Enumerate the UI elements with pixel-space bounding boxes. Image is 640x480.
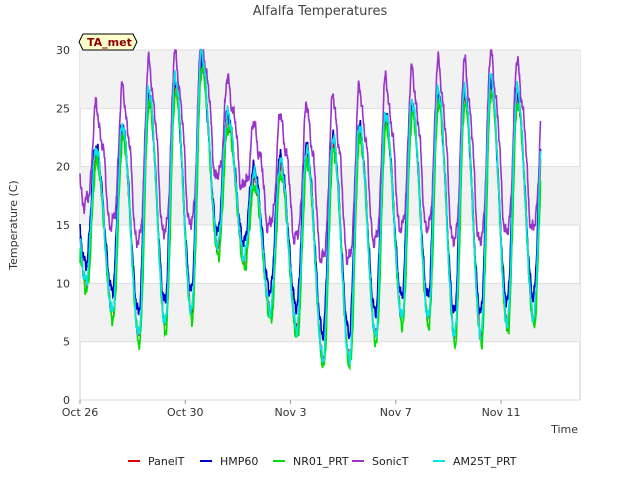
legend-label: AM25T_PRT (453, 455, 517, 468)
legend-label: NR01_PRT (293, 455, 349, 468)
series-line-am25t-prt (79, 47, 542, 366)
y-tick-label: 20 (56, 161, 70, 174)
y-axis-ticks: 0 5 10 15 20 25 30 (56, 44, 70, 407)
x-tick-label: Oct 26 (62, 406, 99, 419)
legend: PanelT HMP60 NR01_PRT SonicT AM25T_PRT (128, 455, 517, 468)
legend-label: HMP60 (220, 455, 258, 468)
y-tick-label: 15 (56, 219, 70, 232)
y-tick-label: 30 (56, 44, 70, 57)
y-tick-label: 10 (56, 277, 70, 290)
series-lines (79, 47, 542, 371)
y-tick-label: 5 (63, 336, 70, 349)
chart-title: Alfalfa Temperatures (253, 4, 388, 19)
plot-band (80, 50, 580, 109)
series-line-sonict (79, 49, 542, 266)
x-axis-label: Time (550, 423, 578, 436)
legend-label: SonicT (372, 455, 409, 468)
x-tick-label: Nov 11 (482, 406, 521, 419)
x-tick-label: Oct 30 (167, 406, 204, 419)
y-tick-label: 0 (63, 394, 70, 407)
badge-label: TA_met (87, 36, 132, 49)
x-axis-ticks: Oct 26 Oct 30 Nov 3 Nov 7 Nov 11 (62, 400, 521, 419)
x-tick-label: Nov 7 (380, 406, 412, 419)
x-tick-label: Nov 3 (275, 406, 307, 419)
y-axis-label: Temperature (C) (7, 180, 20, 270)
legend-label: PanelT (148, 455, 185, 468)
ta-met-badge: TA_met (78, 33, 138, 51)
y-tick-label: 25 (56, 102, 70, 115)
